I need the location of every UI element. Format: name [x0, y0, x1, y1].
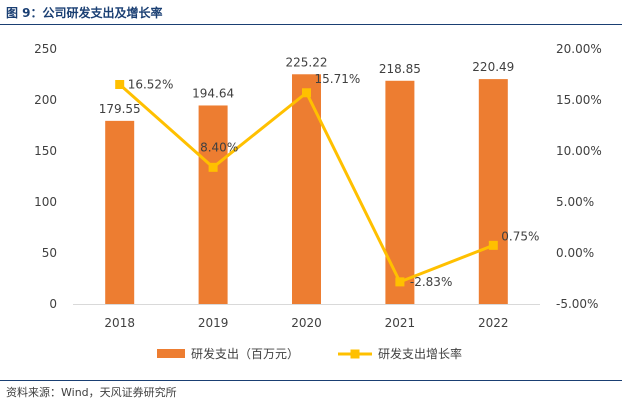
growth-label-2021: -2.83%: [410, 275, 452, 289]
bar-label-2018: 179.55: [99, 102, 141, 116]
left-tick-150: 150: [34, 144, 57, 158]
right-tick-5.00%: 5.00%: [556, 195, 594, 209]
title-rule: [0, 24, 622, 25]
legend-line-label: 研发支出增长率: [378, 346, 462, 361]
left-tick-50: 50: [42, 246, 57, 260]
right-tick-20.00%: 20.00%: [556, 42, 602, 56]
right-tick-10.00%: 10.00%: [556, 144, 602, 158]
growth-label-2018: 16.52%: [128, 77, 174, 91]
x-tick-2018: 2018: [104, 316, 135, 330]
bar-2022: [478, 79, 508, 305]
right-tick--5.00%: -5.00%: [556, 297, 598, 311]
growth-marker-2022: [488, 240, 498, 250]
source-note: 资料来源：Wind，天风证券研究所: [6, 386, 177, 399]
x-tick-2019: 2019: [198, 316, 229, 330]
bar-2019: [198, 105, 228, 305]
left-tick-200: 200: [34, 93, 57, 107]
bar-2020: [292, 74, 321, 304]
bar-2018: [105, 120, 135, 304]
x-tick-2021: 2021: [385, 316, 416, 330]
legend-bar-swatch: [157, 349, 185, 358]
growth-marker-2020: [302, 88, 311, 98]
right-tick-0.00%: 0.00%: [556, 246, 594, 260]
growth-label-2022: 0.75%: [501, 229, 539, 243]
right-tick-15.00%: 15.00%: [556, 93, 602, 107]
source-rule: [0, 380, 622, 381]
growth-marker-2019: [208, 162, 218, 172]
growth-label-2019: 8.40%: [200, 140, 238, 154]
legend-line-marker: [350, 349, 360, 359]
left-tick-100: 100: [34, 195, 57, 209]
bar-label-2021: 218.85: [379, 62, 421, 76]
x-tick-2020: 2020: [291, 316, 322, 330]
x-tick-2022: 2022: [478, 316, 509, 330]
growth-marker-2018: [115, 79, 125, 89]
growth-label-2020: 15.71%: [315, 72, 361, 86]
growth-marker-2021: [395, 277, 405, 287]
bar-label-2019: 194.64: [192, 86, 234, 100]
bar-label-2020: 225.22: [286, 55, 328, 69]
left-tick-250: 250: [34, 42, 57, 56]
legend-bar-label: 研发支出（百万元）: [191, 346, 299, 361]
bar-2021: [385, 80, 415, 304]
bar-label-2022: 220.49: [472, 60, 514, 74]
left-tick-0: 0: [49, 297, 57, 311]
figure-title: 图 9：公司研发支出及增长率: [6, 6, 163, 20]
